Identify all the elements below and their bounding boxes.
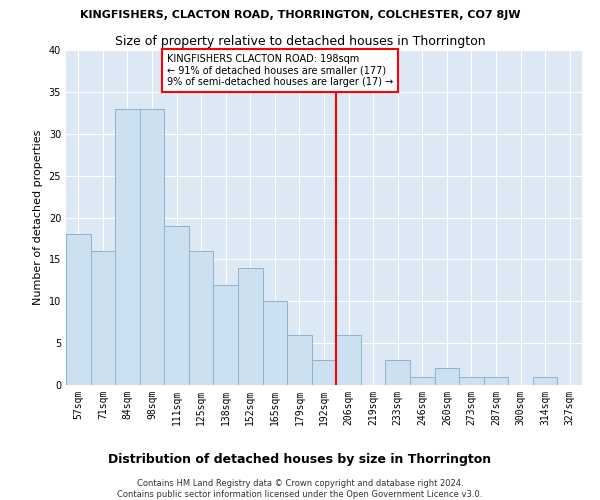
Text: Size of property relative to detached houses in Thorrington: Size of property relative to detached ho…	[115, 35, 485, 48]
Bar	[214, 284, 238, 385]
Bar	[164, 226, 189, 385]
Text: Contains HM Land Registry data © Crown copyright and database right 2024.: Contains HM Land Registry data © Crown c…	[137, 479, 463, 488]
Bar	[385, 360, 410, 385]
Y-axis label: Number of detached properties: Number of detached properties	[33, 130, 43, 305]
Bar	[238, 268, 263, 385]
Bar	[263, 301, 287, 385]
Bar	[189, 251, 214, 385]
Text: Contains public sector information licensed under the Open Government Licence v3: Contains public sector information licen…	[118, 490, 482, 499]
Bar	[140, 108, 164, 385]
Bar	[533, 376, 557, 385]
Bar	[434, 368, 459, 385]
Bar	[287, 335, 312, 385]
Bar	[484, 376, 508, 385]
Bar	[91, 251, 115, 385]
Text: Distribution of detached houses by size in Thorrington: Distribution of detached houses by size …	[109, 452, 491, 466]
Bar	[66, 234, 91, 385]
Text: KINGFISHERS CLACTON ROAD: 198sqm
← 91% of detached houses are smaller (177)
9% o: KINGFISHERS CLACTON ROAD: 198sqm ← 91% o…	[167, 54, 393, 88]
Bar	[312, 360, 336, 385]
Text: KINGFISHERS, CLACTON ROAD, THORRINGTON, COLCHESTER, CO7 8JW: KINGFISHERS, CLACTON ROAD, THORRINGTON, …	[80, 10, 520, 20]
Bar	[459, 376, 484, 385]
Bar	[115, 108, 140, 385]
Bar	[410, 376, 434, 385]
Bar	[336, 335, 361, 385]
